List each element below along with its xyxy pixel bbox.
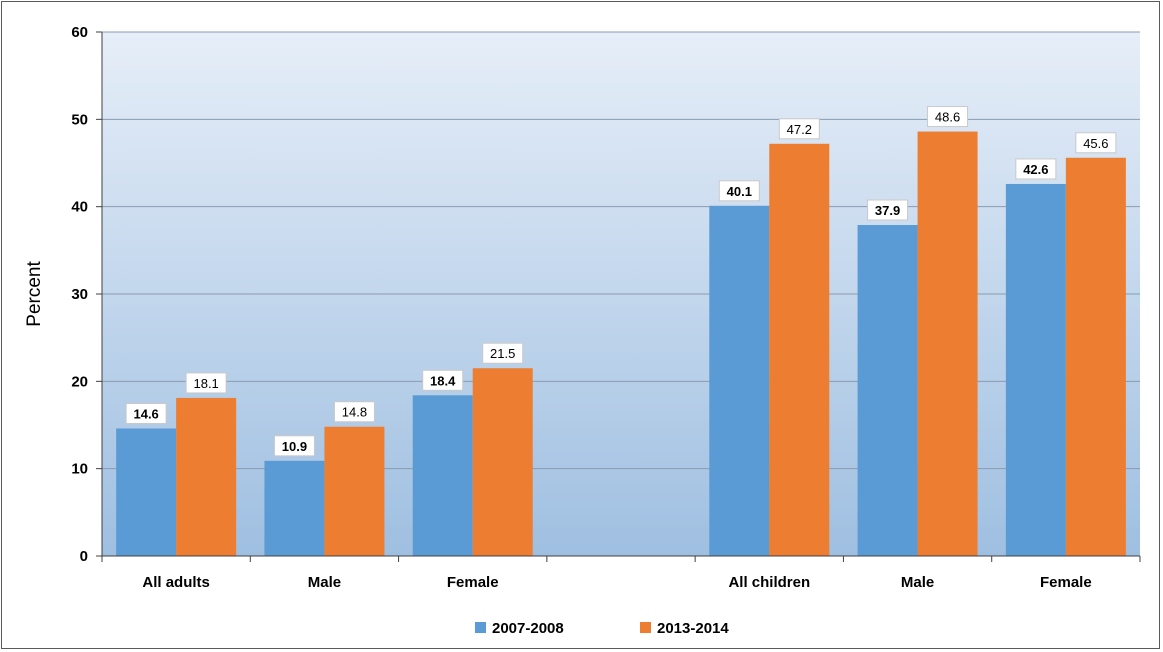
data-label: 48.6 xyxy=(935,110,960,125)
data-label: 10.9 xyxy=(282,439,307,454)
bar-2007-2008-2 xyxy=(412,395,473,556)
data-label-box xyxy=(125,402,167,424)
y-tick-label: 0 xyxy=(80,548,88,565)
bar-2013-2014-0 xyxy=(176,397,237,556)
x-tick-label: All children xyxy=(728,574,810,591)
x-tick-label: Female xyxy=(447,574,499,591)
data-label-box xyxy=(927,106,969,128)
bar-2007-2008-0 xyxy=(116,428,177,556)
bar-2013-2014-5 xyxy=(917,131,978,556)
x-tick-label: All adults xyxy=(142,574,210,591)
bars xyxy=(116,131,1126,557)
data-label: 42.6 xyxy=(1023,162,1048,177)
y-tick-label: 10 xyxy=(71,461,88,478)
bar-2013-2014-6 xyxy=(1065,157,1126,556)
bar-2013-2014-1 xyxy=(324,426,385,556)
data-label: 40.1 xyxy=(727,184,752,199)
legend-label: 2013-2014 xyxy=(657,620,729,637)
data-label-box xyxy=(1015,158,1057,180)
y-tick-label: 50 xyxy=(71,111,88,128)
data-label-box xyxy=(1075,132,1117,154)
legend-swatch xyxy=(640,622,651,633)
data-label: 18.4 xyxy=(430,373,456,388)
legend-swatch xyxy=(475,622,486,633)
bar-2013-2014-2 xyxy=(472,368,533,556)
bar-2007-2008-1 xyxy=(264,460,325,556)
bar-2007-2008-4 xyxy=(709,205,770,556)
data-label: 45.6 xyxy=(1083,136,1108,151)
y-tick-label: 60 xyxy=(71,24,88,41)
data-label: 47.2 xyxy=(787,122,812,137)
y-tick-label: 40 xyxy=(71,199,88,216)
y-tick-label: 30 xyxy=(71,286,88,303)
data-label: 18.1 xyxy=(193,376,218,391)
data-label-box xyxy=(422,369,464,391)
bar-2013-2014-4 xyxy=(769,143,830,556)
data-label-box xyxy=(867,199,909,221)
data-label-box xyxy=(185,372,227,394)
data-label: 37.9 xyxy=(875,203,900,218)
bar-2007-2008-5 xyxy=(857,225,918,557)
data-label: 14.8 xyxy=(342,405,367,420)
x-tick-label: Male xyxy=(901,574,934,591)
data-label-box xyxy=(718,180,760,202)
data-label-box xyxy=(482,342,524,364)
y-tick-label: 20 xyxy=(71,373,88,390)
data-label: 21.5 xyxy=(490,346,515,361)
data-label-box xyxy=(333,401,375,423)
y-axis-label: Percent xyxy=(24,261,45,327)
legend: 2007-2008 2013-2014 xyxy=(475,620,729,637)
data-labels: 14.6 10.9 18.4 40.1 37.9 42.6 18.1 14.8 21.5 47.2… xyxy=(125,106,1117,457)
axes: 0 10 20 30 40 50 60 All adults Male Female All chi… xyxy=(71,24,1141,591)
data-label-box xyxy=(778,118,820,140)
legend-label: 2007-2008 xyxy=(492,620,564,637)
x-tick-label: Male xyxy=(308,574,341,591)
data-label: 14.6 xyxy=(133,406,158,421)
x-tick-label: Female xyxy=(1040,574,1092,591)
bar-2007-2008-6 xyxy=(1005,183,1066,556)
data-label-box xyxy=(273,435,315,457)
